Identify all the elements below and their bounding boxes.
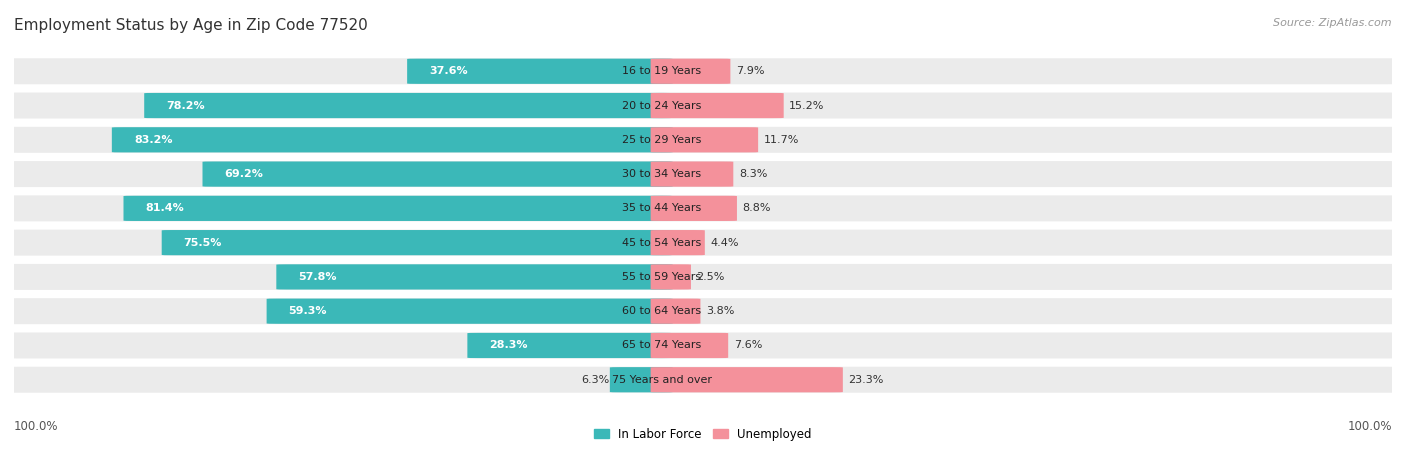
FancyBboxPatch shape (0, 262, 1406, 291)
Text: 37.6%: 37.6% (429, 66, 468, 76)
Text: 83.2%: 83.2% (134, 135, 173, 145)
FancyBboxPatch shape (651, 264, 690, 290)
Text: 59.3%: 59.3% (288, 306, 328, 316)
FancyBboxPatch shape (0, 297, 1406, 326)
Text: 75.5%: 75.5% (184, 238, 222, 248)
FancyBboxPatch shape (277, 264, 672, 290)
Text: 25 to 29 Years: 25 to 29 Years (621, 135, 702, 145)
FancyBboxPatch shape (202, 161, 672, 187)
FancyBboxPatch shape (162, 230, 672, 255)
Text: 15.2%: 15.2% (789, 101, 824, 110)
FancyBboxPatch shape (0, 57, 1406, 86)
FancyBboxPatch shape (0, 228, 1406, 257)
FancyBboxPatch shape (0, 91, 1406, 120)
Text: 6.3%: 6.3% (582, 375, 610, 385)
Text: 57.8%: 57.8% (298, 272, 337, 282)
FancyBboxPatch shape (651, 59, 730, 84)
FancyBboxPatch shape (124, 196, 672, 221)
FancyBboxPatch shape (0, 160, 1406, 189)
FancyBboxPatch shape (0, 125, 1406, 154)
Text: 35 to 44 Years: 35 to 44 Years (621, 203, 702, 213)
FancyBboxPatch shape (651, 161, 734, 187)
Text: 20 to 24 Years: 20 to 24 Years (621, 101, 702, 110)
Text: 23.3%: 23.3% (848, 375, 884, 385)
Text: 16 to 19 Years: 16 to 19 Years (621, 66, 702, 76)
FancyBboxPatch shape (651, 299, 700, 324)
Text: 3.8%: 3.8% (706, 306, 734, 316)
FancyBboxPatch shape (651, 367, 842, 392)
Text: 45 to 54 Years: 45 to 54 Years (621, 238, 702, 248)
Text: 7.6%: 7.6% (734, 341, 762, 350)
FancyBboxPatch shape (0, 194, 1406, 223)
Text: 100.0%: 100.0% (1347, 420, 1392, 433)
FancyBboxPatch shape (112, 127, 672, 152)
FancyBboxPatch shape (651, 196, 737, 221)
Text: 60 to 64 Years: 60 to 64 Years (621, 306, 702, 316)
Text: 81.4%: 81.4% (146, 203, 184, 213)
Text: Source: ZipAtlas.com: Source: ZipAtlas.com (1274, 18, 1392, 28)
Text: 30 to 34 Years: 30 to 34 Years (621, 169, 702, 179)
FancyBboxPatch shape (145, 93, 672, 118)
Text: 55 to 59 Years: 55 to 59 Years (621, 272, 702, 282)
FancyBboxPatch shape (0, 331, 1406, 360)
FancyBboxPatch shape (408, 59, 672, 84)
Text: 7.9%: 7.9% (735, 66, 765, 76)
FancyBboxPatch shape (467, 333, 672, 358)
Text: 75 Years and over: 75 Years and over (612, 375, 711, 385)
Text: 100.0%: 100.0% (14, 420, 59, 433)
Text: 2.5%: 2.5% (696, 272, 725, 282)
FancyBboxPatch shape (651, 127, 758, 152)
FancyBboxPatch shape (651, 230, 704, 255)
FancyBboxPatch shape (610, 367, 672, 392)
FancyBboxPatch shape (267, 299, 672, 324)
Text: Employment Status by Age in Zip Code 77520: Employment Status by Age in Zip Code 775… (14, 18, 368, 33)
Text: 8.3%: 8.3% (738, 169, 768, 179)
Text: 4.4%: 4.4% (710, 238, 738, 248)
Legend: In Labor Force, Unemployed: In Labor Force, Unemployed (595, 428, 811, 441)
Text: 28.3%: 28.3% (489, 341, 527, 350)
FancyBboxPatch shape (0, 365, 1406, 394)
Text: 11.7%: 11.7% (763, 135, 799, 145)
Text: 65 to 74 Years: 65 to 74 Years (621, 341, 702, 350)
Text: 69.2%: 69.2% (225, 169, 263, 179)
FancyBboxPatch shape (651, 333, 728, 358)
Text: 8.8%: 8.8% (742, 203, 770, 213)
Text: 78.2%: 78.2% (166, 101, 205, 110)
FancyBboxPatch shape (651, 93, 783, 118)
